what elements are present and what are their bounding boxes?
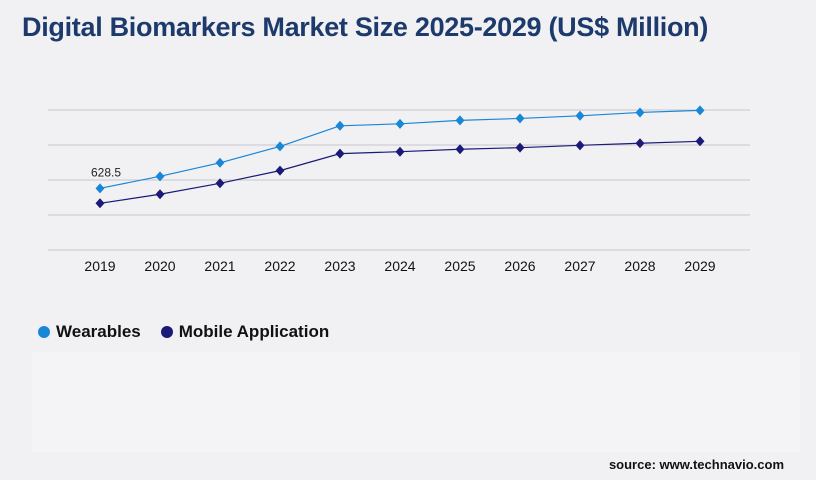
legend-item-wearables[interactable]: Wearables — [38, 322, 141, 342]
x-tick-label: 2029 — [684, 258, 715, 274]
data-point — [575, 110, 585, 121]
data-point — [95, 183, 105, 194]
mobile-marker-icon — [160, 326, 173, 338]
empty-panel — [32, 352, 800, 452]
data-point — [155, 189, 165, 200]
legend-label: Wearables — [56, 322, 141, 341]
data-point — [455, 115, 465, 126]
legend-label: Mobile Application — [178, 322, 330, 341]
data-point — [155, 171, 165, 182]
source-text: source: www.technavio.com — [608, 457, 784, 472]
data-point — [635, 138, 645, 149]
chart-title: Digital Biomarkers Market Size 2025-2029… — [22, 12, 709, 42]
line-chart: 2019 2020 2021 2022 2023 2024 2025 2026 2027 2028… — [48, 105, 750, 274]
x-tick-label: 2023 — [324, 258, 355, 274]
data-point — [455, 144, 465, 155]
data-point — [635, 107, 645, 118]
data-point — [515, 142, 525, 153]
data-point — [275, 141, 285, 152]
data-point — [395, 118, 405, 129]
data-point — [215, 157, 225, 168]
data-point — [515, 113, 525, 124]
x-tick-label: 2024 — [384, 258, 415, 274]
wearables-marker-icon — [38, 326, 50, 338]
x-tick-label: 2026 — [504, 258, 535, 274]
data-point — [395, 146, 405, 157]
x-tick-label: 2027 — [564, 258, 595, 274]
data-point — [335, 120, 345, 131]
data-label: 628.5 — [91, 165, 121, 179]
x-tick-label: 2019 — [84, 258, 115, 274]
data-point — [575, 140, 585, 151]
x-tick-label: 2020 — [144, 258, 175, 274]
x-tick-label: 2025 — [444, 258, 475, 274]
x-tick-label: 2028 — [624, 258, 655, 274]
data-point — [335, 148, 345, 159]
data-point — [695, 136, 705, 147]
x-tick-label: 2022 — [264, 258, 295, 274]
data-point — [95, 198, 105, 209]
data-point — [275, 165, 285, 176]
legend: Wearables Mobile Application — [38, 322, 329, 342]
data-point — [215, 178, 225, 189]
data-point — [695, 105, 705, 116]
legend-item-mobile-application[interactable]: Mobile Application — [160, 322, 330, 342]
x-tick-label: 2021 — [204, 258, 235, 274]
